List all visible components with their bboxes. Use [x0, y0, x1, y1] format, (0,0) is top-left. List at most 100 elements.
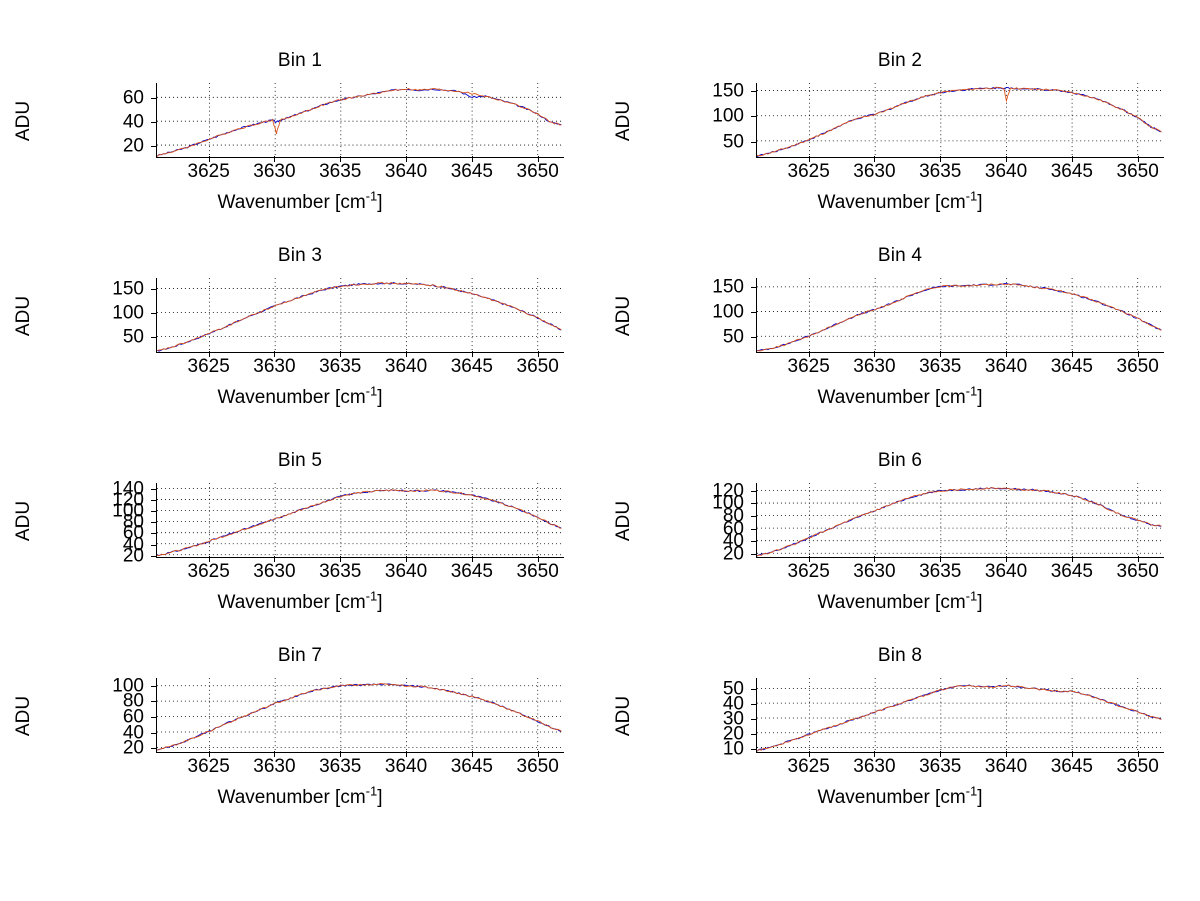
y-tick-label: 150: [712, 276, 744, 298]
x-tick-mark: [940, 556, 942, 562]
y-tick-label: 100: [112, 302, 144, 324]
x-axis-title: Wavenumber [cm-1]: [0, 785, 600, 809]
y-tick-mark: [751, 141, 757, 143]
y-tick-labels: 50 100 150: [0, 278, 152, 353]
x-tick-label: 3640: [984, 756, 1028, 777]
y-tick-labels: 10 20 30 40 50: [600, 678, 752, 758]
y-tick-label: 80: [122, 690, 144, 712]
series-line-trace-b: [757, 283, 1162, 352]
y-tick-mark: [751, 516, 757, 518]
plot-panel-3: Bin 3 ADU 50 100 150 3625 3630 3635 3640 3645 3650…: [0, 245, 600, 450]
y-tick-mark: [151, 533, 157, 535]
x-tick-mark: [340, 751, 342, 757]
series-line-trace-b: [757, 684, 1162, 752]
x-tick-label: 3650: [1116, 161, 1159, 182]
panel-title-7: Bin 7: [277, 645, 323, 666]
y-tick-label: 100: [712, 105, 744, 127]
x-tick-label: 3650: [1116, 561, 1159, 582]
series-line-trace-a: [757, 487, 1162, 557]
y-tick-mark: [751, 503, 757, 505]
x-tick-label: 3625: [187, 561, 230, 582]
x-axis-title: Wavenumber [cm-1]: [600, 385, 1200, 409]
y-tick-mark: [751, 116, 757, 118]
x-tick-label: 3650: [516, 161, 559, 182]
x-tick-mark: [1006, 351, 1008, 357]
x-axis-title-exponent: -1: [365, 188, 378, 204]
x-tick-mark: [537, 156, 539, 162]
panel-title-2: Bin 2: [877, 50, 923, 71]
y-tick-label: 50: [722, 326, 744, 348]
x-tick-label: 3640: [984, 561, 1028, 582]
x-tick-label: 3625: [187, 161, 230, 182]
x-tick-mark: [471, 556, 473, 562]
series-line-trace-a: [757, 684, 1162, 752]
x-tick-label: 3635: [319, 161, 362, 182]
x-axis-title-exponent: -1: [365, 383, 378, 399]
panel-title-6: Bin 6: [877, 450, 923, 471]
y-tick-label: 40: [122, 722, 144, 744]
y-tick-label: 60: [722, 518, 744, 540]
x-tick-label: 3635: [319, 756, 362, 777]
x-tick-labels: 3625 3630 3635 3640 3645 3650: [156, 556, 564, 588]
x-tick-mark: [1071, 156, 1073, 162]
y-tick-label: 120: [112, 489, 144, 511]
x-tick-label: 3635: [919, 161, 962, 182]
y-tick-mark: [151, 685, 157, 687]
x-tick-mark: [874, 751, 876, 757]
x-tick-label: 3625: [187, 356, 230, 377]
x-tick-mark: [1006, 751, 1008, 757]
y-tick-mark: [151, 555, 157, 557]
x-tick-mark: [406, 156, 408, 162]
x-tick-label: 3645: [1050, 756, 1093, 777]
y-tick-mark: [151, 748, 157, 750]
series-line-trace-b: [157, 282, 562, 352]
x-tick-mark: [1006, 556, 1008, 562]
y-tick-labels: 20 40 60 80 100: [0, 676, 152, 758]
x-tick-label: 3645: [450, 161, 493, 182]
x-tick-label: 3650: [1116, 756, 1159, 777]
y-tick-label: 20: [122, 135, 144, 157]
panel-title-4: Bin 4: [877, 245, 923, 266]
x-tick-label: 3645: [450, 756, 493, 777]
x-axis-title-text: Wavenumber [cm: [817, 387, 966, 408]
x-tick-mark: [406, 351, 408, 357]
gridlines: [757, 83, 1164, 157]
y-tick-label: 80: [122, 511, 144, 533]
x-axis-title-exponent: -1: [365, 588, 378, 604]
plot-area-8: [751, 678, 1164, 753]
y-tick-label: 50: [122, 326, 144, 348]
y-tick-mark: [751, 733, 757, 735]
x-tick-mark: [274, 156, 276, 162]
x-tick-mark: [274, 556, 276, 562]
x-tick-label: 3630: [253, 756, 296, 777]
x-tick-label: 3630: [853, 756, 896, 777]
y-tick-label: 40: [722, 530, 744, 552]
x-tick-mark: [1137, 751, 1139, 757]
x-tick-label: 3650: [516, 561, 559, 582]
x-tick-mark: [874, 351, 876, 357]
y-tick-mark: [751, 490, 757, 492]
series-line-trace-b: [757, 487, 1162, 557]
y-tick-label: 120: [712, 480, 744, 502]
y-tick-mark: [751, 287, 757, 288]
y-tick-label: 100: [112, 500, 144, 522]
x-tick-labels: 3625 3630 3635 3640 3645 3650: [756, 751, 1164, 783]
plot-area-5: [151, 483, 564, 558]
y-tick-label: 80: [722, 505, 744, 527]
series-line-trace-a: [757, 86, 1162, 157]
y-tick-label: 40: [122, 534, 144, 556]
x-tick-mark: [406, 556, 408, 562]
series-lines: [757, 487, 1162, 557]
y-tick-label: 20: [722, 543, 744, 565]
series-lines: [757, 283, 1162, 352]
x-tick-label: 3630: [853, 356, 896, 377]
y-tick-mark: [751, 337, 757, 338]
x-axis-title-bracket: ]: [377, 192, 383, 213]
x-tick-labels: 3625 3630 3635 3640 3645 3650: [156, 751, 564, 783]
x-tick-label: 3635: [919, 356, 962, 377]
y-tick-mark: [151, 522, 157, 524]
x-axis-title-text: Wavenumber [cm: [217, 192, 366, 213]
y-tick-label: 40: [122, 111, 144, 133]
x-tick-mark: [406, 751, 408, 757]
x-axis-title-text: Wavenumber [cm: [217, 592, 366, 613]
